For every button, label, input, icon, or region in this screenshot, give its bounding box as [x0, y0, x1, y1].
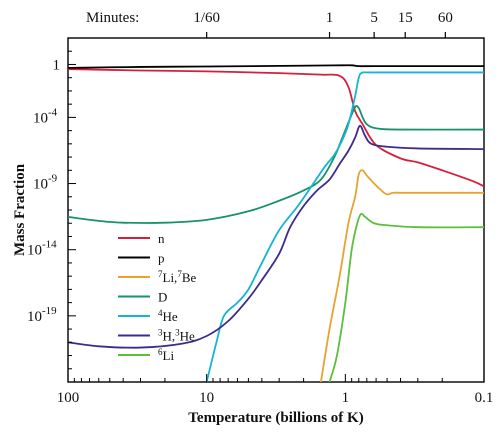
- legend-label: 4He: [158, 308, 178, 324]
- y-tick-label: 10-9: [33, 173, 58, 193]
- series-line-4: [205, 71, 484, 382]
- y-tick-label: 10-14: [27, 239, 57, 259]
- y-tick-label: 1: [53, 57, 61, 73]
- series-line-6: [328, 212, 484, 382]
- series-line-1: [68, 64, 484, 69]
- top-axis-tick-label: 60: [438, 10, 453, 26]
- plot-frame: [67, 37, 485, 383]
- x-tick-label: 0.1: [475, 390, 494, 406]
- series-line-3: [68, 105, 484, 224]
- legend-label: p: [158, 251, 165, 266]
- legend-label: n: [158, 231, 165, 246]
- top-axis-tick-label: 15: [398, 10, 413, 26]
- top-axis-title: Minutes:: [86, 10, 139, 26]
- x-axis-ticks: 100 10 1 0.1: [57, 374, 494, 406]
- top-time-axis: Minutes: 1/60 1 5 15 60: [86, 10, 453, 38]
- legend-label: 6Li: [158, 347, 174, 363]
- series-line-2: [320, 169, 484, 382]
- x-tick-label: 1: [342, 390, 350, 406]
- x-axis-title: Temperature (billions of K): [188, 410, 363, 426]
- legend: np 7Li,7Be D 4He 3H,3He 6Li: [118, 231, 196, 363]
- x-tick-label: 100: [57, 390, 80, 406]
- y-axis-ticks: 1 10-4 10-9 10-14 10-19: [27, 37, 76, 383]
- y-tick-label: 10-4: [33, 106, 58, 126]
- top-axis-tick-label: 1/60: [193, 10, 220, 26]
- legend-label: 7Li,7Be: [158, 269, 196, 285]
- series-line-0: [68, 68, 484, 188]
- series-line-5: [68, 124, 484, 349]
- legend-label: 3H,3He: [158, 328, 195, 344]
- y-tick-label: 10-19: [27, 305, 57, 325]
- top-axis-tick-label: 5: [370, 10, 378, 26]
- legend-label: D: [158, 290, 167, 305]
- data-series: [68, 64, 484, 382]
- y-axis-title: Mass Fraction: [12, 163, 28, 256]
- top-axis-tick-label: 1: [326, 10, 334, 26]
- x-tick-label: 10: [199, 390, 214, 406]
